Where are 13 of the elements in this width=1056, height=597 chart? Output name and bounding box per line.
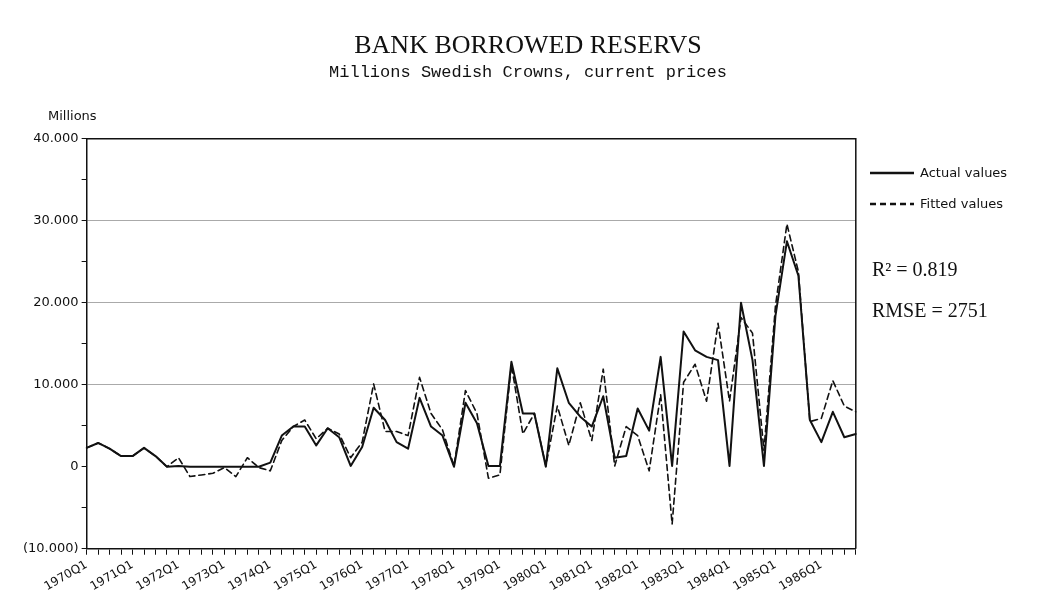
legend-label: Fitted values: [920, 196, 1004, 211]
y-axis-title: Millions: [48, 108, 97, 123]
text: R² = 0.819: [872, 258, 959, 281]
y-tick-label: 0: [70, 458, 79, 474]
legend-label: Actual values: [920, 165, 1008, 180]
y-tick-label: 10.000: [33, 376, 79, 392]
chart-title: BANK BORROWED RESERVS: [353, 30, 703, 60]
y-tick-label: (10.000): [22, 540, 79, 556]
y-tick-label: 30.000: [33, 212, 79, 228]
text: RMSE = 2751: [872, 299, 988, 322]
y-tick-label: 40.000: [33, 130, 79, 146]
y-tick-label: 20.000: [33, 294, 79, 310]
chart-subtitle: Millions Swedish Crowns, current prices: [328, 63, 728, 82]
